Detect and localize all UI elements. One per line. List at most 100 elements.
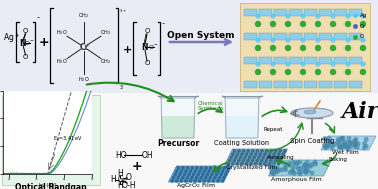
Circle shape [274, 150, 277, 152]
Circle shape [270, 164, 273, 167]
Polygon shape [268, 160, 332, 176]
Circle shape [307, 164, 310, 167]
Text: Chemical
Synthesis: Chemical Synthesis [198, 101, 224, 111]
Circle shape [354, 143, 357, 147]
Circle shape [324, 145, 327, 149]
FancyBboxPatch shape [319, 9, 332, 15]
Circle shape [268, 153, 271, 156]
Circle shape [189, 180, 192, 182]
Circle shape [361, 70, 366, 74]
Circle shape [271, 156, 274, 159]
Circle shape [361, 14, 365, 18]
Circle shape [353, 142, 357, 146]
Circle shape [271, 22, 276, 26]
Circle shape [175, 180, 178, 182]
Circle shape [222, 170, 224, 173]
Circle shape [314, 162, 317, 166]
Circle shape [265, 150, 268, 152]
Text: Ag: Ag [360, 12, 367, 18]
FancyBboxPatch shape [349, 81, 362, 88]
FancyBboxPatch shape [274, 33, 287, 40]
Circle shape [324, 146, 327, 149]
Text: $_3$: $_3$ [119, 84, 124, 92]
Circle shape [330, 46, 336, 50]
Circle shape [305, 160, 309, 164]
Circle shape [225, 173, 227, 176]
Circle shape [217, 180, 219, 182]
Circle shape [323, 137, 326, 140]
Text: O$^-$: O$^-$ [25, 39, 36, 47]
Circle shape [254, 153, 257, 156]
Circle shape [217, 170, 220, 173]
Text: N: N [142, 43, 148, 51]
Circle shape [271, 62, 275, 66]
Text: O: O [126, 174, 132, 183]
Circle shape [327, 143, 330, 147]
Circle shape [347, 137, 351, 140]
Text: Open System: Open System [167, 32, 235, 40]
Circle shape [304, 168, 307, 172]
Circle shape [276, 167, 279, 170]
Circle shape [277, 163, 280, 165]
Circle shape [194, 170, 197, 173]
Circle shape [328, 140, 332, 144]
Circle shape [284, 163, 287, 166]
Circle shape [353, 145, 356, 148]
Circle shape [247, 159, 249, 162]
Circle shape [191, 167, 194, 169]
Circle shape [212, 180, 215, 182]
FancyBboxPatch shape [289, 9, 302, 15]
Text: C: C [118, 176, 122, 184]
Circle shape [341, 136, 345, 140]
Circle shape [265, 159, 268, 162]
Circle shape [293, 172, 296, 175]
Polygon shape [161, 98, 195, 138]
FancyBboxPatch shape [319, 33, 332, 40]
Text: Coating Solution: Coating Solution [214, 140, 270, 146]
Circle shape [285, 46, 291, 50]
Circle shape [298, 172, 302, 176]
Circle shape [174, 173, 177, 176]
Circle shape [172, 176, 175, 179]
Circle shape [288, 171, 292, 174]
Circle shape [345, 146, 349, 149]
Text: AgCrO$_2$ Film: AgCrO$_2$ Film [176, 180, 216, 189]
FancyBboxPatch shape [244, 9, 257, 15]
Circle shape [343, 144, 347, 148]
Circle shape [271, 171, 274, 175]
Circle shape [273, 169, 276, 172]
Circle shape [351, 142, 354, 145]
Circle shape [247, 150, 249, 152]
Polygon shape [161, 116, 194, 138]
Circle shape [298, 167, 302, 170]
Text: Spin Coating: Spin Coating [290, 138, 334, 144]
FancyBboxPatch shape [304, 57, 317, 64]
Circle shape [214, 167, 217, 169]
Circle shape [256, 62, 260, 66]
Circle shape [176, 170, 178, 173]
Text: OH$_2$: OH$_2$ [100, 57, 112, 67]
Circle shape [354, 138, 358, 141]
FancyBboxPatch shape [274, 9, 287, 15]
Circle shape [304, 171, 308, 174]
FancyBboxPatch shape [319, 57, 332, 64]
Text: H: H [110, 176, 116, 184]
Text: Ag$^+$: Ag$^+$ [3, 31, 20, 45]
Circle shape [343, 142, 347, 146]
Polygon shape [169, 166, 231, 182]
Circle shape [297, 170, 301, 174]
Circle shape [271, 70, 276, 74]
Circle shape [270, 159, 272, 162]
Circle shape [253, 156, 256, 159]
Circle shape [211, 173, 213, 176]
Circle shape [330, 22, 336, 26]
Circle shape [264, 153, 266, 156]
Text: $^-$: $^-$ [37, 16, 42, 21]
Circle shape [256, 150, 259, 152]
Circle shape [340, 146, 344, 149]
Circle shape [292, 161, 295, 164]
Circle shape [218, 167, 221, 169]
FancyBboxPatch shape [349, 9, 362, 15]
Circle shape [344, 140, 347, 144]
Circle shape [245, 153, 248, 156]
